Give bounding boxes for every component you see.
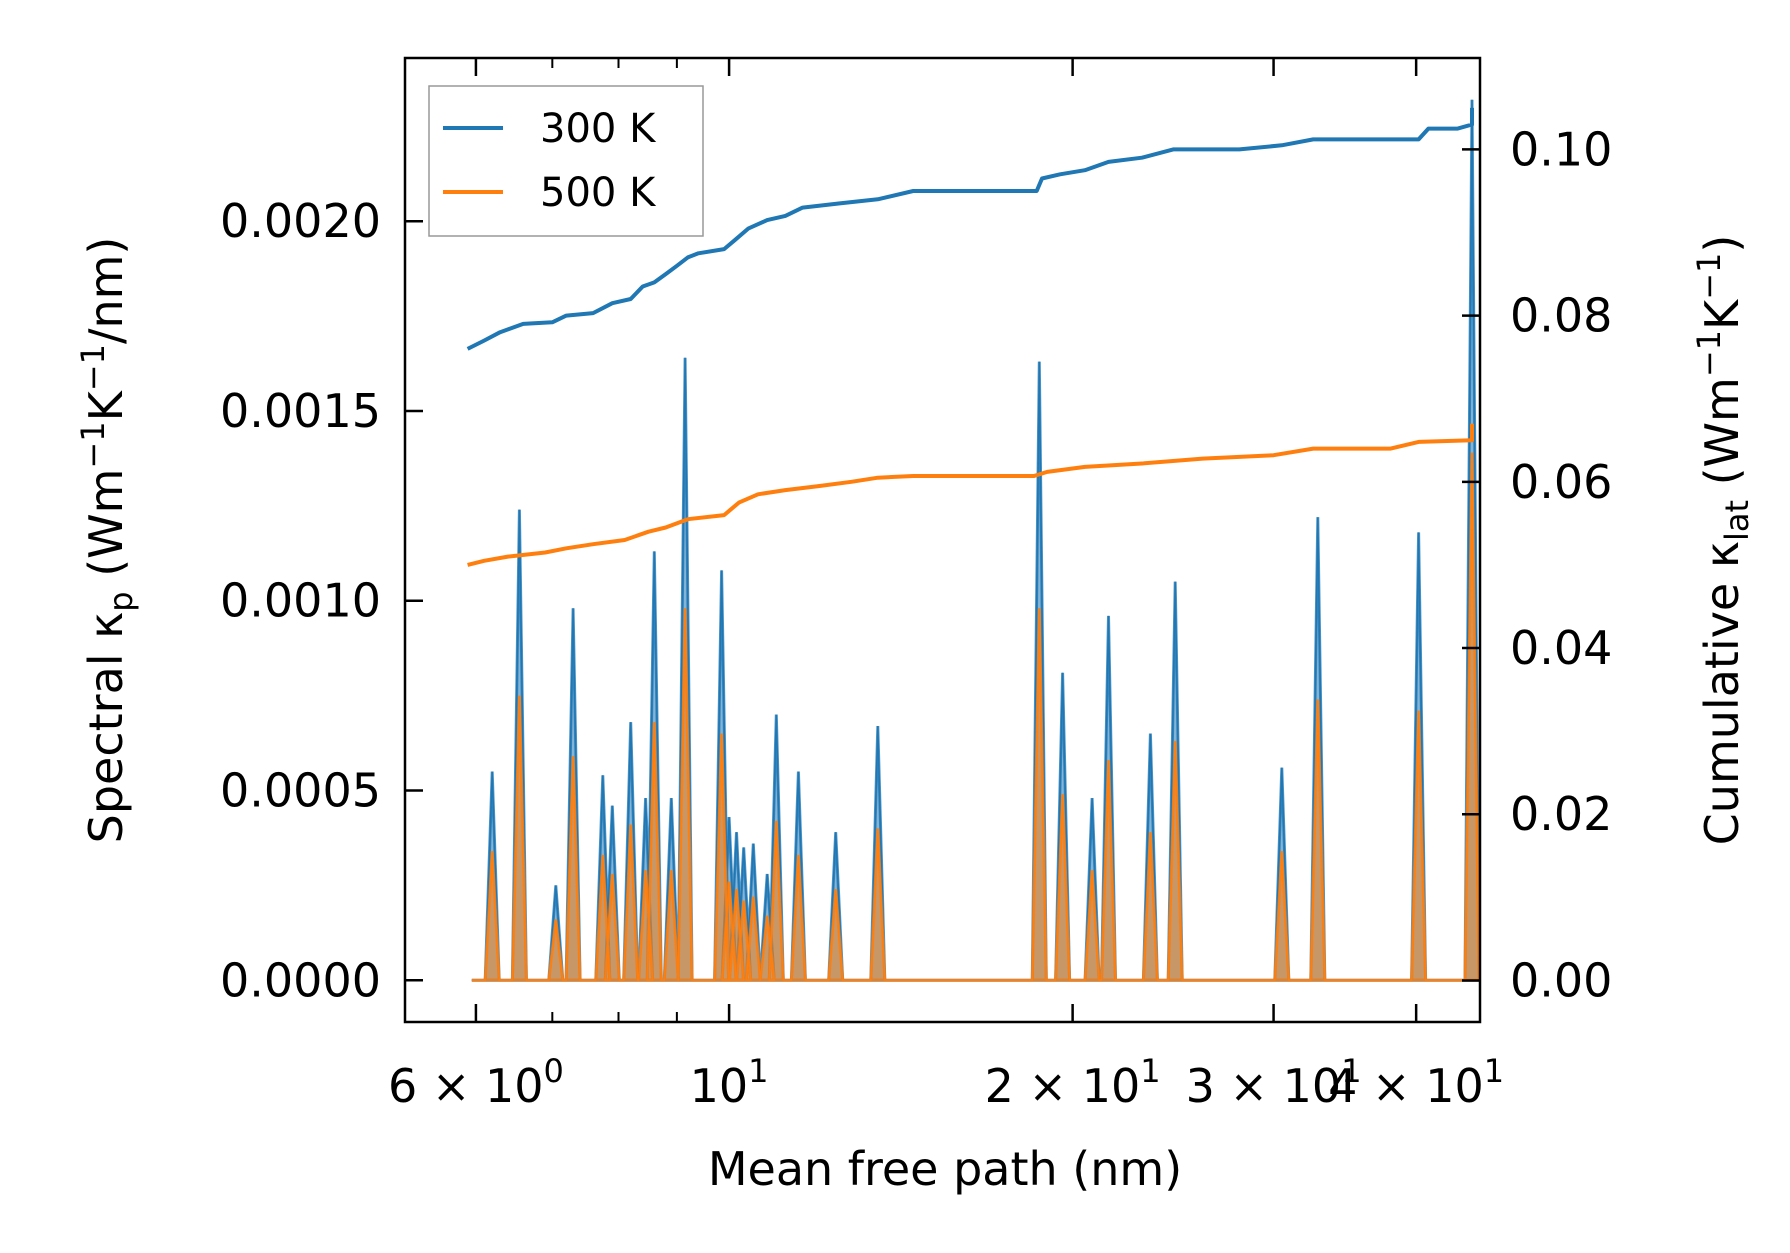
y2-tick-label-4: 0.08 (1510, 289, 1612, 343)
y2-tick-label-0: 0.00 (1510, 953, 1612, 1007)
legend: 300 K 500 K (428, 85, 704, 237)
spectral-fills (471, 99, 1481, 982)
x-tick-label-2: 2 × 101 (985, 1052, 1161, 1113)
x-tick-label-1: 101 (690, 1052, 769, 1113)
plot-frame (403, 56, 1482, 1024)
y-axis-title: Spectral κp (Wm−1K−1/nm) (74, 237, 140, 844)
plot-area: 0.0000 0.0005 0.0010 0.0015 0.0020 0.00 0.02 0.… (220, 56, 1612, 1113)
cumulative-lines (466, 107, 1474, 567)
y2-tick-label-1: 0.02 (1510, 787, 1612, 841)
y2-tick-label-2: 0.04 (1510, 621, 1612, 675)
cumulative-line-0 (466, 107, 1474, 351)
y-tick-label-4: 0.0020 (220, 194, 381, 248)
x-tick-label-0: 6 × 100 (388, 1052, 564, 1113)
legend-box (428, 85, 704, 237)
y-tick-label-0: 0.0000 (220, 953, 381, 1007)
x-axis-title: Mean free path (nm) (708, 1142, 1182, 1196)
legend-label-500k: 500 K (540, 170, 657, 216)
y2-tick-label-5: 0.10 (1510, 122, 1612, 176)
y-tick-label-3: 0.0015 (220, 384, 381, 438)
x-tick-label-4: 4 × 101 (1328, 1052, 1504, 1113)
y-tick-label-1: 0.0005 (220, 763, 381, 817)
cumulative-line-1 (467, 423, 1474, 567)
y2-tick-label-3: 0.06 (1510, 455, 1612, 509)
legend-label-300k: 300 K (540, 106, 657, 152)
axis-ticks: 0.0000 0.0005 0.0010 0.0015 0.0020 0.00 0.02 0.… (220, 58, 1612, 1113)
y-tick-label-2: 0.0010 (220, 574, 381, 628)
spectral-line-1 (471, 452, 1480, 982)
y2-axis-title: Cumulative κlat (Wm−1K−1) (1690, 235, 1756, 846)
x-tick-label-3: 3 × 101 (1186, 1052, 1362, 1113)
spectral-area-1 (471, 452, 1481, 982)
